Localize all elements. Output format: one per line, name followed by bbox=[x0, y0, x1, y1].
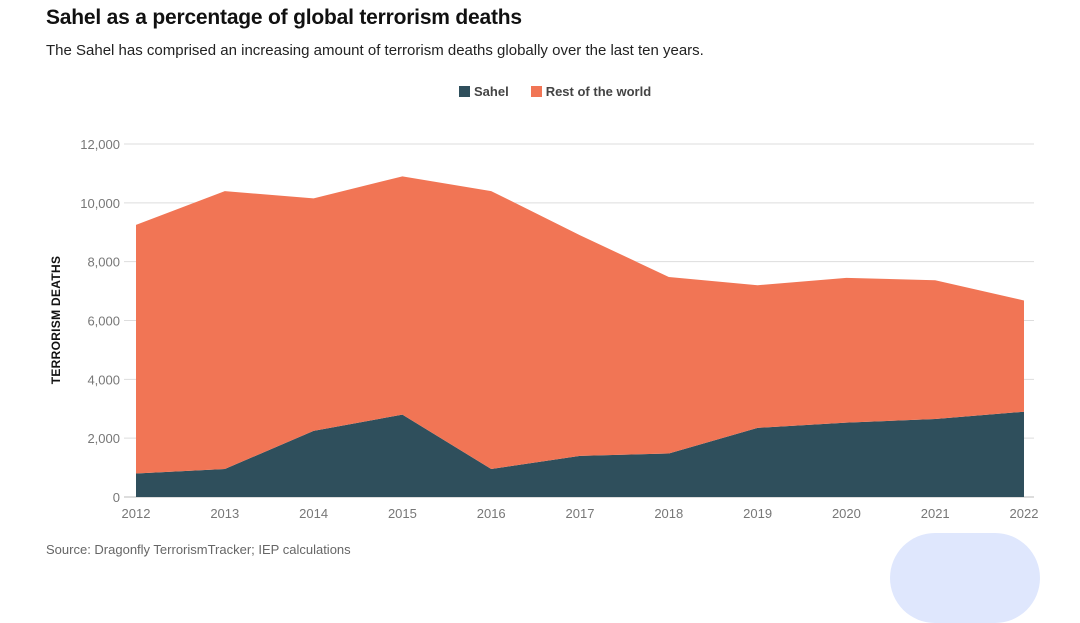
legend-item-rest-of-world[interactable]: Rest of the world bbox=[530, 84, 652, 99]
legend-label-sahel: Sahel bbox=[474, 84, 509, 99]
area-rest-of-the-world bbox=[136, 176, 1024, 474]
x-tick-label: 2013 bbox=[210, 506, 239, 521]
x-tick-label: 2022 bbox=[1010, 506, 1039, 521]
x-tick-label: 2020 bbox=[832, 506, 861, 521]
x-tick-label: 2014 bbox=[299, 506, 328, 521]
legend-swatch-rest-of-world bbox=[530, 86, 542, 97]
x-tick-label: 2018 bbox=[654, 506, 683, 521]
chart-areas bbox=[136, 176, 1024, 497]
legend-swatch-sahel bbox=[459, 86, 470, 97]
legend-label-rest-of-world: Rest of the world bbox=[545, 84, 652, 99]
x-tick-label: 2019 bbox=[743, 506, 772, 521]
x-tick-label: 2012 bbox=[122, 506, 151, 521]
x-tick-label: 2017 bbox=[566, 506, 595, 521]
x-tick-label: 2016 bbox=[477, 506, 506, 521]
decorative-shape bbox=[890, 533, 1040, 623]
y-tick-label: 0 bbox=[113, 490, 120, 505]
y-tick-label: 6,000 bbox=[87, 314, 120, 329]
legend-item-sahel[interactable]: Sahel bbox=[459, 84, 509, 99]
y-tick-label: 12,000 bbox=[80, 137, 120, 152]
y-axis-ticks: 0 2,000 4,000 6,000 8,000 10,000 12,000 bbox=[80, 137, 120, 505]
x-tick-label: 2021 bbox=[921, 506, 950, 521]
x-axis-ticks: 2012 2013 2014 2015 2016 2017 2018 2019 2020 2021… bbox=[122, 506, 1039, 521]
source-note: Source: Dragonfly TerrorismTracker; IEP … bbox=[46, 542, 351, 557]
y-tick-label: 8,000 bbox=[87, 255, 120, 270]
y-tick-label: 4,000 bbox=[87, 372, 120, 387]
chart-legend: Sahel Rest of the world bbox=[459, 84, 651, 99]
area-sahel bbox=[136, 411, 1024, 497]
chart-subtitle: The Sahel has comprised an increasing am… bbox=[46, 42, 704, 59]
x-tick-label: 2015 bbox=[388, 506, 417, 521]
chart-title: Sahel as a percentage of global terroris… bbox=[46, 6, 522, 29]
y-tick-label: 2,000 bbox=[87, 431, 120, 446]
y-tick-label: 10,000 bbox=[80, 196, 120, 211]
